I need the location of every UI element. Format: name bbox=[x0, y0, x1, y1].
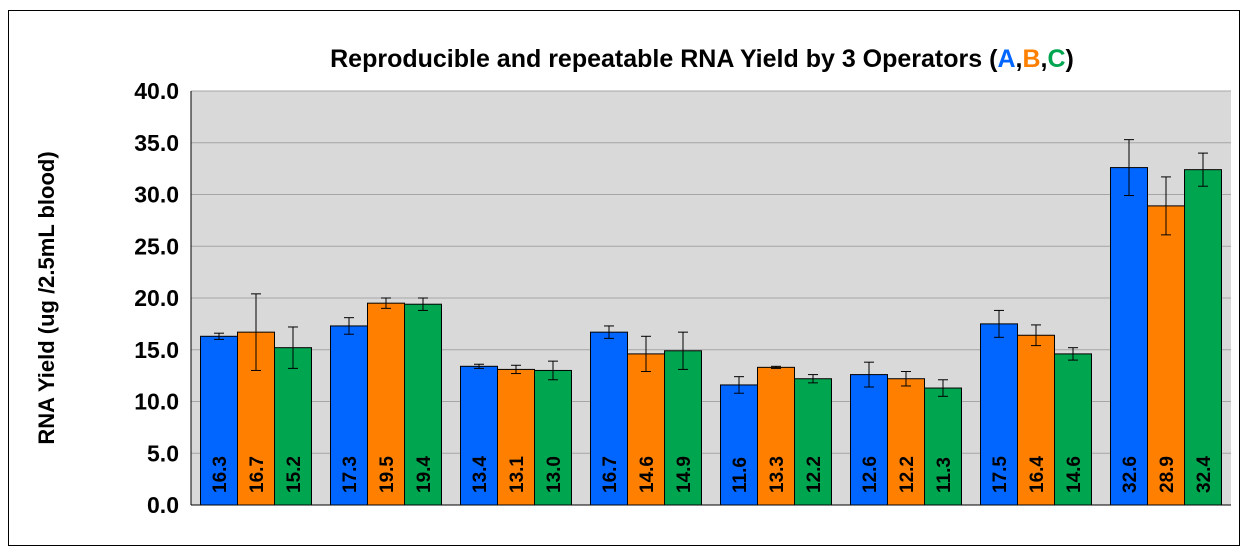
title-separator: , bbox=[1041, 45, 1048, 73]
bar-A-3 bbox=[460, 365, 498, 506]
data-label: 14.6 bbox=[1064, 456, 1085, 493]
bar-C-1 bbox=[274, 347, 312, 506]
data-label: 32.6 bbox=[1120, 456, 1141, 493]
bar-A-8 bbox=[1110, 167, 1148, 506]
data-label: 11.3 bbox=[934, 457, 955, 493]
title-main: Reproducible and repeatable RNA Yield by… bbox=[330, 45, 998, 73]
chart-svg: 0.0 5.0 10.0 15.0 20.0 25.0 30.0 35.0 40.0 16.3 17… bbox=[34, 45, 1231, 518]
y-tick-label: 20.0 bbox=[134, 285, 179, 311]
data-label: 13.1 bbox=[507, 456, 528, 493]
data-label: 28.9 bbox=[1157, 456, 1178, 493]
data-label: 15.2 bbox=[284, 456, 305, 493]
bar-C-2 bbox=[404, 303, 442, 506]
bar-C-5 bbox=[794, 378, 832, 506]
title-close: ) bbox=[1066, 45, 1074, 73]
bar-A-2 bbox=[330, 325, 368, 506]
bar-C-7 bbox=[1054, 353, 1092, 506]
data-label: 32.4 bbox=[1194, 456, 1215, 493]
bar-C-3 bbox=[534, 369, 572, 506]
data-label: 14.6 bbox=[637, 456, 658, 493]
data-label: 14.9 bbox=[674, 456, 695, 493]
bar-A-7 bbox=[980, 323, 1018, 506]
data-label: 16.4 bbox=[1027, 456, 1048, 493]
y-tick-label: 30.0 bbox=[134, 182, 179, 208]
data-label: 17.5 bbox=[990, 456, 1011, 493]
bar-B-4 bbox=[627, 353, 665, 506]
y-tick-label: 0.0 bbox=[147, 492, 179, 518]
data-label: 13.3 bbox=[767, 456, 788, 493]
data-label: 16.7 bbox=[600, 456, 621, 493]
data-label: 12.6 bbox=[860, 456, 881, 493]
chart-frame: 0.0 5.0 10.0 15.0 20.0 25.0 30.0 35.0 40.0 16.3 17… bbox=[8, 10, 1240, 546]
data-label: 19.4 bbox=[414, 456, 435, 493]
data-label: 12.2 bbox=[897, 456, 918, 493]
y-axis-label: RNA Yield (ug /2.5mL blood) bbox=[34, 151, 59, 444]
chart-title: Reproducible and repeatable RNA Yield by… bbox=[330, 45, 1074, 73]
bar-C-4 bbox=[664, 350, 702, 506]
bar-B-6 bbox=[887, 378, 925, 506]
bar-A-6 bbox=[850, 374, 888, 506]
data-label: 13.4 bbox=[470, 456, 491, 493]
data-label: 12.2 bbox=[804, 456, 825, 493]
title-operator-C: C bbox=[1047, 45, 1065, 73]
bar-B-3 bbox=[497, 368, 535, 506]
y-tick-label: 40.0 bbox=[134, 78, 179, 104]
title-operator-B: B bbox=[1022, 45, 1040, 73]
data-label: 16.7 bbox=[247, 456, 268, 493]
data-label: 19.5 bbox=[377, 456, 398, 493]
data-label: 11.6 bbox=[730, 457, 751, 493]
data-label: 13.0 bbox=[544, 456, 565, 493]
y-tick-label: 10.0 bbox=[134, 389, 179, 415]
bar-C-8 bbox=[1184, 169, 1222, 506]
bar-C-6 bbox=[924, 387, 962, 506]
data-label: 17.3 bbox=[340, 456, 361, 493]
y-tick-label: 35.0 bbox=[134, 130, 179, 156]
y-tick-label: 25.0 bbox=[134, 233, 179, 259]
title-separator: , bbox=[1016, 45, 1023, 73]
bar-B-2 bbox=[367, 302, 405, 506]
data-label: 16.3 bbox=[210, 456, 231, 493]
y-tick-label: 15.0 bbox=[134, 337, 179, 363]
bar-B-7 bbox=[1017, 334, 1055, 506]
y-tick-label: 5.0 bbox=[147, 440, 179, 466]
title-operator-A: A bbox=[997, 45, 1015, 73]
